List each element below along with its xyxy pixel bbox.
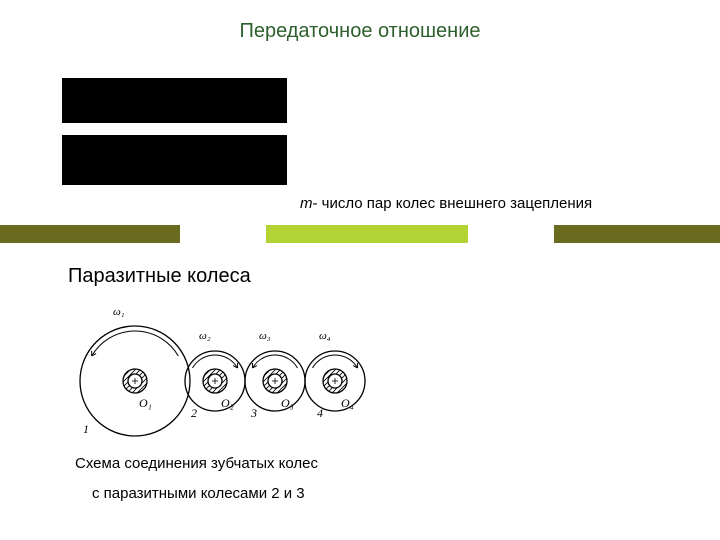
svg-text:O₄: O₄: [341, 396, 354, 410]
color-bar-segment: [0, 225, 180, 243]
svg-text:4: 4: [317, 406, 323, 420]
formula-box-1: [62, 78, 287, 123]
svg-text:ω₁: ω₁: [113, 306, 125, 318]
gear-diagram: 1 O₁ ω₁ 2 O₂ ω₂ 3 O₃ ω₃ 4 O₄ ω₄: [75, 305, 375, 440]
svg-text:O₁: O₁: [139, 396, 152, 410]
m-description: m- число пар колес внешнего зацепления: [300, 195, 592, 212]
svg-text:3: 3: [250, 406, 257, 420]
color-bar-segment: [180, 225, 266, 243]
formula-box-2: [62, 135, 287, 185]
diagram-caption-line-2: с паразитными колесами 2 и 3: [92, 485, 305, 502]
svg-text:2: 2: [191, 406, 197, 420]
m-dash: -: [313, 195, 322, 212]
svg-text:O₃: O₃: [281, 396, 294, 410]
gear-diagram-svg: 1 O₁ ω₁ 2 O₂ ω₂ 3 O₃ ω₃ 4 O₄ ω₄: [75, 305, 375, 440]
svg-text:1: 1: [83, 422, 89, 436]
color-bar-segment: [266, 225, 468, 243]
svg-text:ω₄: ω₄: [319, 330, 331, 342]
svg-text:ω₃: ω₃: [259, 330, 271, 342]
m-variable: m: [300, 195, 313, 212]
color-bar-segment: [554, 225, 720, 243]
decorative-color-bar: [0, 225, 720, 243]
section-subtitle: Паразитные колеса: [68, 265, 251, 288]
m-desc-text: число пар колес внешнего зацепления: [322, 195, 593, 212]
diagram-caption-line-1: Схема соединения зубчатых колес: [75, 455, 318, 472]
page-title: Передаточное отношение: [0, 0, 720, 43]
svg-text:O₂: O₂: [221, 396, 234, 410]
color-bar-segment: [468, 225, 554, 243]
svg-text:ω₂: ω₂: [199, 330, 211, 342]
